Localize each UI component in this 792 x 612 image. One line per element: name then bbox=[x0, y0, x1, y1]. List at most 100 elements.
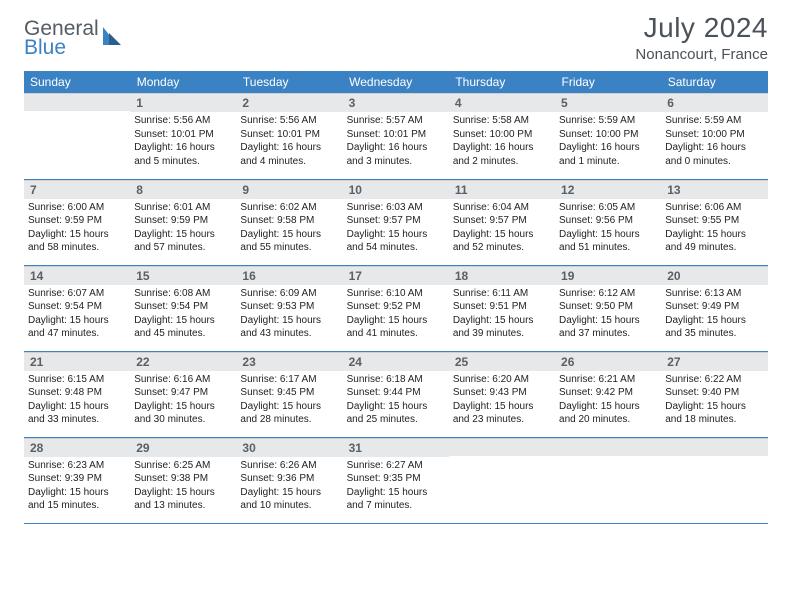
calendar-table: SundayMondayTuesdayWednesdayThursdayFrid… bbox=[24, 71, 768, 524]
calendar-cell: 21Sunrise: 6:15 AMSunset: 9:48 PMDayligh… bbox=[24, 351, 130, 437]
day-number: 13 bbox=[661, 180, 767, 199]
sunset-line: Sunset: 9:39 PM bbox=[28, 472, 126, 486]
day-number: 14 bbox=[24, 266, 130, 285]
calendar-cell: 13Sunrise: 6:06 AMSunset: 9:55 PMDayligh… bbox=[661, 179, 767, 265]
day-body: Sunrise: 6:07 AMSunset: 9:54 PMDaylight:… bbox=[24, 285, 130, 345]
daylight-line: Daylight: 15 hours and 15 minutes. bbox=[28, 486, 126, 513]
weekday-header: Sunday bbox=[24, 71, 130, 93]
daylight-line: Daylight: 15 hours and 47 minutes. bbox=[28, 314, 126, 341]
calendar-cell: 15Sunrise: 6:08 AMSunset: 9:54 PMDayligh… bbox=[130, 265, 236, 351]
header: General Blue July 2024 Nonancourt, Franc… bbox=[24, 12, 768, 63]
weekday-header: Saturday bbox=[661, 71, 767, 93]
day-number: 28 bbox=[24, 438, 130, 457]
daylight-line: Daylight: 15 hours and 25 minutes. bbox=[347, 400, 445, 427]
sunrise-line: Sunrise: 5:57 AM bbox=[347, 114, 445, 128]
daylight-line: Daylight: 16 hours and 1 minute. bbox=[559, 141, 657, 168]
calendar-row: 21Sunrise: 6:15 AMSunset: 9:48 PMDayligh… bbox=[24, 351, 768, 437]
day-body: Sunrise: 5:57 AMSunset: 10:01 PMDaylight… bbox=[343, 112, 449, 172]
daylight-line: Daylight: 15 hours and 18 minutes. bbox=[665, 400, 763, 427]
sunrise-line: Sunrise: 6:02 AM bbox=[240, 201, 338, 215]
daylight-line: Daylight: 15 hours and 30 minutes. bbox=[134, 400, 232, 427]
sunset-line: Sunset: 10:01 PM bbox=[240, 128, 338, 142]
day-number: 1 bbox=[130, 93, 236, 112]
calendar-row: 1Sunrise: 5:56 AMSunset: 10:01 PMDayligh… bbox=[24, 93, 768, 179]
day-number: 25 bbox=[449, 352, 555, 371]
sunset-line: Sunset: 9:57 PM bbox=[347, 214, 445, 228]
day-number-empty bbox=[661, 438, 767, 456]
daylight-line: Daylight: 15 hours and 28 minutes. bbox=[240, 400, 338, 427]
logo-text: General Blue bbox=[24, 18, 99, 58]
day-number: 21 bbox=[24, 352, 130, 371]
day-number-empty bbox=[555, 438, 661, 456]
sunset-line: Sunset: 10:01 PM bbox=[347, 128, 445, 142]
calendar-cell: 3Sunrise: 5:57 AMSunset: 10:01 PMDayligh… bbox=[343, 93, 449, 179]
sunset-line: Sunset: 9:51 PM bbox=[453, 300, 551, 314]
sunrise-line: Sunrise: 5:59 AM bbox=[559, 114, 657, 128]
sunset-line: Sunset: 9:38 PM bbox=[134, 472, 232, 486]
day-number: 5 bbox=[555, 93, 661, 112]
sunrise-line: Sunrise: 6:04 AM bbox=[453, 201, 551, 215]
calendar-cell: 9Sunrise: 6:02 AMSunset: 9:58 PMDaylight… bbox=[236, 179, 342, 265]
day-body: Sunrise: 5:56 AMSunset: 10:01 PMDaylight… bbox=[130, 112, 236, 172]
sunset-line: Sunset: 9:50 PM bbox=[559, 300, 657, 314]
sunrise-line: Sunrise: 6:18 AM bbox=[347, 373, 445, 387]
sunset-line: Sunset: 10:00 PM bbox=[453, 128, 551, 142]
daylight-line: Daylight: 15 hours and 58 minutes. bbox=[28, 228, 126, 255]
sunset-line: Sunset: 9:44 PM bbox=[347, 386, 445, 400]
sunrise-line: Sunrise: 6:08 AM bbox=[134, 287, 232, 301]
sunset-line: Sunset: 9:59 PM bbox=[28, 214, 126, 228]
day-body: Sunrise: 6:01 AMSunset: 9:59 PMDaylight:… bbox=[130, 199, 236, 259]
day-body-empty bbox=[449, 456, 555, 516]
sunrise-line: Sunrise: 6:21 AM bbox=[559, 373, 657, 387]
daylight-line: Daylight: 16 hours and 2 minutes. bbox=[453, 141, 551, 168]
day-number: 3 bbox=[343, 93, 449, 112]
day-number-empty bbox=[24, 93, 130, 111]
daylight-line: Daylight: 16 hours and 5 minutes. bbox=[134, 141, 232, 168]
sunrise-line: Sunrise: 5:56 AM bbox=[240, 114, 338, 128]
day-number: 18 bbox=[449, 266, 555, 285]
day-number: 6 bbox=[661, 93, 767, 112]
calendar-cell: 12Sunrise: 6:05 AMSunset: 9:56 PMDayligh… bbox=[555, 179, 661, 265]
day-body: Sunrise: 6:02 AMSunset: 9:58 PMDaylight:… bbox=[236, 199, 342, 259]
calendar-cell: 30Sunrise: 6:26 AMSunset: 9:36 PMDayligh… bbox=[236, 437, 342, 523]
calendar-cell: 26Sunrise: 6:21 AMSunset: 9:42 PMDayligh… bbox=[555, 351, 661, 437]
sunrise-line: Sunrise: 6:03 AM bbox=[347, 201, 445, 215]
day-body: Sunrise: 6:13 AMSunset: 9:49 PMDaylight:… bbox=[661, 285, 767, 345]
sunset-line: Sunset: 9:53 PM bbox=[240, 300, 338, 314]
calendar-cell: 27Sunrise: 6:22 AMSunset: 9:40 PMDayligh… bbox=[661, 351, 767, 437]
day-body: Sunrise: 6:20 AMSunset: 9:43 PMDaylight:… bbox=[449, 371, 555, 431]
calendar-cell: 10Sunrise: 6:03 AMSunset: 9:57 PMDayligh… bbox=[343, 179, 449, 265]
day-body: Sunrise: 6:08 AMSunset: 9:54 PMDaylight:… bbox=[130, 285, 236, 345]
calendar-cell: 11Sunrise: 6:04 AMSunset: 9:57 PMDayligh… bbox=[449, 179, 555, 265]
day-number: 15 bbox=[130, 266, 236, 285]
sunset-line: Sunset: 9:55 PM bbox=[665, 214, 763, 228]
sunset-line: Sunset: 9:56 PM bbox=[559, 214, 657, 228]
daylight-line: Daylight: 15 hours and 41 minutes. bbox=[347, 314, 445, 341]
day-body: Sunrise: 6:22 AMSunset: 9:40 PMDaylight:… bbox=[661, 371, 767, 431]
calendar-cell: 8Sunrise: 6:01 AMSunset: 9:59 PMDaylight… bbox=[130, 179, 236, 265]
day-number: 9 bbox=[236, 180, 342, 199]
calendar-row: 14Sunrise: 6:07 AMSunset: 9:54 PMDayligh… bbox=[24, 265, 768, 351]
day-number: 26 bbox=[555, 352, 661, 371]
sunset-line: Sunset: 9:49 PM bbox=[665, 300, 763, 314]
sunrise-line: Sunrise: 6:12 AM bbox=[559, 287, 657, 301]
day-number: 27 bbox=[661, 352, 767, 371]
daylight-line: Daylight: 15 hours and 20 minutes. bbox=[559, 400, 657, 427]
daylight-line: Daylight: 15 hours and 7 minutes. bbox=[347, 486, 445, 513]
sunset-line: Sunset: 9:48 PM bbox=[28, 386, 126, 400]
sunset-line: Sunset: 9:47 PM bbox=[134, 386, 232, 400]
daylight-line: Daylight: 15 hours and 39 minutes. bbox=[453, 314, 551, 341]
calendar-cell: 22Sunrise: 6:16 AMSunset: 9:47 PMDayligh… bbox=[130, 351, 236, 437]
sunrise-line: Sunrise: 6:15 AM bbox=[28, 373, 126, 387]
day-number: 24 bbox=[343, 352, 449, 371]
calendar-cell: 4Sunrise: 5:58 AMSunset: 10:00 PMDayligh… bbox=[449, 93, 555, 179]
sunrise-line: Sunrise: 6:09 AM bbox=[240, 287, 338, 301]
day-body: Sunrise: 6:15 AMSunset: 9:48 PMDaylight:… bbox=[24, 371, 130, 431]
day-number: 31 bbox=[343, 438, 449, 457]
day-number-empty bbox=[449, 438, 555, 456]
day-number: 20 bbox=[661, 266, 767, 285]
title-block: July 2024 Nonancourt, France bbox=[635, 12, 768, 63]
day-body: Sunrise: 5:58 AMSunset: 10:00 PMDaylight… bbox=[449, 112, 555, 172]
weekday-header: Monday bbox=[130, 71, 236, 93]
day-body: Sunrise: 5:59 AMSunset: 10:00 PMDaylight… bbox=[555, 112, 661, 172]
